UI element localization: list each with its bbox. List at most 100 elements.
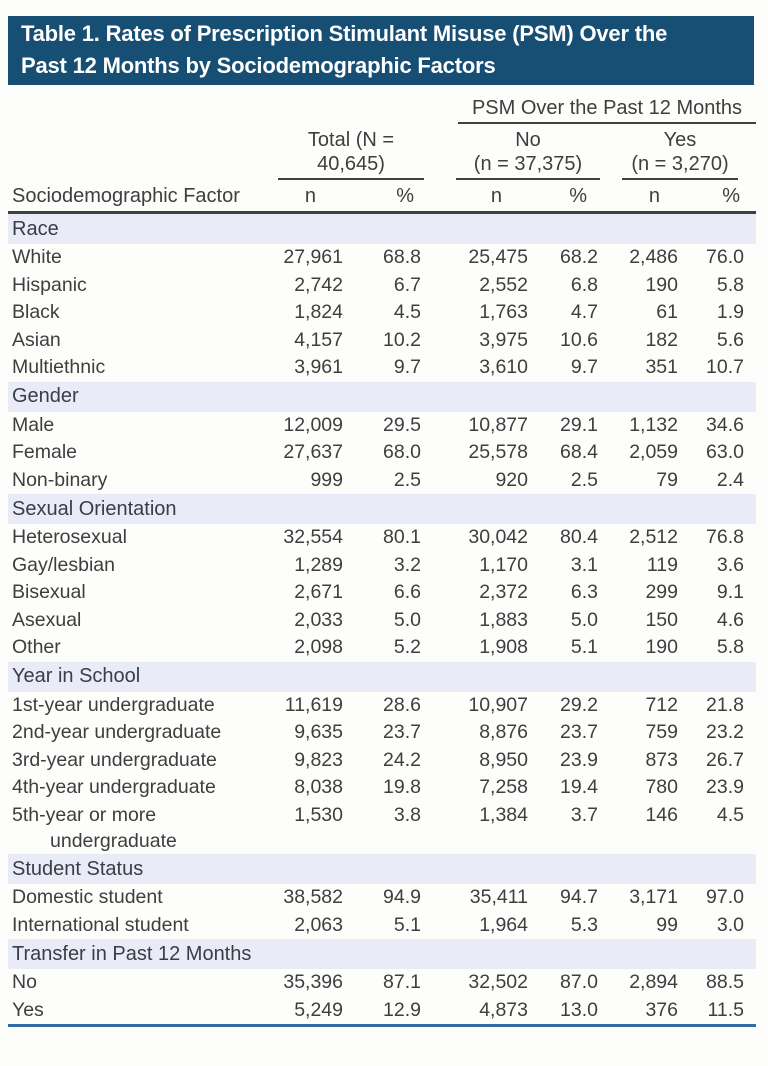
cell-value: 68.4	[560, 441, 598, 463]
row-label: Yes	[12, 998, 44, 1021]
section-row: Gender	[8, 381, 756, 412]
cell-value: 2,894	[629, 971, 678, 993]
row-label-cell: Gay/lesbian	[8, 552, 278, 580]
cell-value: 1,964	[479, 913, 528, 936]
table-row: Multiethnic 3,961 9.7 3,610 9.7 351 10.7	[8, 354, 756, 382]
cell-value: 99	[656, 913, 678, 936]
cell-value: 1.9	[716, 301, 744, 323]
cell-value: 19.4	[560, 776, 598, 798]
cell-value: 1,883	[479, 608, 528, 631]
cell-value: 4.6	[716, 608, 744, 631]
row-label: White	[12, 246, 62, 268]
cell-value: 2,033	[294, 608, 343, 631]
col-header-n-yes: n	[600, 180, 680, 214]
row-label: Bisexual	[12, 581, 86, 603]
page: Table 1. Rates of Prescription Stimulant…	[0, 16, 768, 1027]
col-header-n-no: n	[424, 180, 530, 214]
cell-value: 150	[645, 608, 678, 631]
row-label: International student	[12, 913, 189, 936]
table-row: Gay/lesbian 1,289 3.2 1,170 3.1 119 3.6	[8, 552, 756, 580]
table-row: Female 27,637 68.0 25,578 68.4 2,059 63.0	[8, 439, 756, 467]
table-row: Yes 5,249 12.9 4,873 13.0 376 11.5	[8, 997, 756, 1026]
section-header: Gender	[8, 381, 756, 412]
cell-value: 5.1	[393, 913, 421, 936]
row-label: 2nd-year undergraduate	[12, 721, 222, 743]
col-header-pct-no: %	[530, 180, 600, 214]
row-label: 4th-year undergraduate	[12, 776, 216, 798]
cell-value: 3.6	[716, 553, 744, 576]
table-row: Heterosexual 32,554 80.1 30,042 80.4 2,512 76.…	[8, 524, 756, 552]
cell-value: 9,635	[294, 721, 343, 743]
row-label: 3rd-year undergraduate	[12, 748, 217, 771]
cell-value: 94.7	[560, 886, 598, 908]
cell-value: 5,249	[294, 998, 343, 1021]
cell-value: 38,582	[283, 886, 343, 908]
table-row: Asexual 2,033 5.0 1,883 5.0 150 4.6	[8, 607, 756, 635]
cell-value: 8,038	[294, 776, 343, 798]
cell-value: 2,512	[629, 526, 678, 548]
row-label: Hispanic	[12, 273, 87, 296]
cell-value: 119	[646, 553, 678, 576]
cell-value: 23.7	[383, 721, 421, 743]
table-row: Asian 4,157 10.2 3,975 10.6 182 5.6	[8, 327, 756, 355]
cell-value: 32,554	[283, 526, 343, 548]
data-table: PSM Over the Past 12 Months Total (N = 4…	[8, 94, 756, 1027]
cell-value: 920	[495, 468, 528, 491]
row-label: Non-binary	[12, 468, 108, 491]
row-label: Black	[12, 301, 60, 323]
cell-value: 7,258	[479, 776, 528, 798]
cell-value: 2.5	[570, 468, 598, 491]
row-label: Heterosexual	[12, 526, 127, 548]
row-label: Female	[12, 441, 78, 463]
row-label: Male	[12, 413, 55, 436]
cell-value: 2,552	[479, 273, 528, 296]
cell-value: 68.0	[383, 441, 421, 463]
yes-group: Yes (n = 3,270)	[622, 128, 738, 180]
cell-value: 182	[645, 328, 678, 351]
section-header: Transfer in Past 12 Months	[8, 939, 756, 969]
cell-value: 1,908	[479, 636, 528, 658]
cell-value: 76.0	[706, 246, 744, 268]
total-group-label: Total (N = 40,645)	[278, 128, 424, 180]
cell-value: 29.5	[383, 413, 421, 436]
cell-value: 27,961	[283, 246, 343, 268]
cell-value: 12,009	[283, 413, 343, 436]
cell-value: 4.5	[393, 301, 421, 323]
section-row: Student Status	[8, 854, 756, 884]
section-row: Sexual Orientation	[8, 494, 756, 524]
cell-value: 29.1	[560, 413, 598, 436]
row-label-cell: Black	[8, 299, 278, 327]
table-row: 4th-year undergraduate 8,038 19.8 7,258 19.4…	[8, 774, 756, 802]
cell-value: 10.2	[383, 328, 421, 351]
cell-value: 999	[310, 468, 343, 491]
row-label-cell: No	[8, 969, 278, 997]
row-label-cell: Asian	[8, 327, 278, 355]
cell-value: 1,384	[479, 803, 528, 826]
row-label-cell: White	[8, 244, 278, 272]
table-title-banner: Table 1. Rates of Prescription Stimulant…	[8, 16, 754, 85]
col-header-n-total: n	[278, 180, 346, 214]
cell-value: 88.5	[706, 971, 744, 993]
cell-value: 25,578	[468, 441, 528, 463]
cell-value: 3,610	[479, 356, 528, 378]
psm-group-header: PSM Over the Past 12 Months	[424, 94, 756, 124]
header-spacer	[8, 94, 424, 124]
section-header: Race	[8, 212, 756, 244]
cell-value: 1,170	[479, 553, 528, 576]
cell-value: 27,637	[283, 441, 343, 463]
cell-value: 6.7	[393, 273, 421, 296]
cell-value: 23.9	[560, 748, 598, 771]
cell-value: 9.1	[716, 581, 744, 603]
table-row: 2nd-year undergraduate 9,635 23.7 8,876 23.7…	[8, 719, 756, 747]
table-body: Race White 27,961 68.8 25,475 68.2 2,486 76.0 Hi…	[8, 212, 756, 1026]
section-row: Race	[8, 212, 756, 244]
row-label: 5th-year or more	[12, 803, 157, 826]
cell-value: 712	[645, 693, 678, 716]
cell-value: 190	[645, 273, 678, 296]
row-label: Gay/lesbian	[12, 553, 115, 576]
row-label: 1st-year undergraduate	[12, 693, 215, 716]
no-group-header: No (n = 37,375)	[424, 124, 600, 180]
section-header: Year in School	[8, 661, 756, 692]
total-group-header: Total (N = 40,645)	[278, 124, 424, 180]
no-group: No (n = 37,375)	[456, 128, 600, 180]
